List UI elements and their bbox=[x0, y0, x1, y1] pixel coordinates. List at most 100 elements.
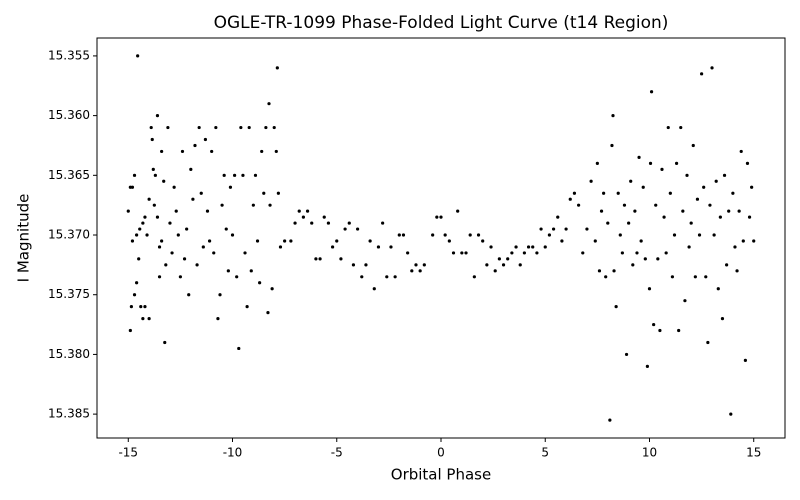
data-point bbox=[274, 149, 278, 154]
data-point bbox=[129, 305, 133, 309]
data-point bbox=[733, 245, 737, 249]
data-point bbox=[568, 197, 572, 201]
data-point bbox=[451, 251, 456, 255]
data-point bbox=[604, 275, 608, 279]
data-point bbox=[147, 197, 151, 201]
data-point bbox=[305, 209, 310, 213]
data-point bbox=[182, 257, 187, 261]
data-point bbox=[278, 245, 283, 249]
data-point bbox=[201, 245, 205, 249]
data-point bbox=[556, 215, 560, 219]
data-point bbox=[547, 233, 552, 237]
data-point bbox=[130, 239, 135, 243]
data-point bbox=[268, 203, 272, 207]
data-point bbox=[674, 161, 679, 165]
data-point bbox=[731, 191, 735, 195]
data-point bbox=[739, 149, 743, 154]
data-point bbox=[606, 221, 610, 225]
data-point bbox=[275, 66, 279, 70]
data-point bbox=[157, 245, 162, 249]
data-point bbox=[745, 161, 750, 165]
data-point bbox=[381, 221, 385, 225]
data-point bbox=[641, 185, 645, 189]
data-point bbox=[293, 221, 297, 225]
data-point bbox=[612, 269, 616, 273]
data-point bbox=[645, 364, 650, 368]
data-point bbox=[743, 358, 747, 362]
data-point bbox=[243, 251, 247, 255]
data-point bbox=[422, 263, 426, 267]
data-point bbox=[485, 263, 489, 267]
data-point bbox=[151, 167, 155, 171]
data-point bbox=[141, 221, 145, 225]
data-point bbox=[443, 233, 447, 237]
data-point bbox=[439, 215, 443, 219]
x-tick-label: 5 bbox=[541, 446, 549, 460]
data-point bbox=[356, 227, 360, 231]
data-point bbox=[489, 245, 493, 249]
data-point bbox=[666, 125, 670, 130]
data-point bbox=[622, 203, 627, 207]
data-point bbox=[664, 251, 668, 255]
data-point bbox=[672, 233, 677, 237]
data-point bbox=[397, 233, 401, 237]
data-point bbox=[716, 287, 720, 291]
data-point bbox=[656, 257, 660, 261]
data-point bbox=[691, 143, 695, 148]
data-point bbox=[526, 245, 531, 249]
data-point bbox=[189, 167, 193, 171]
data-point bbox=[599, 209, 604, 213]
data-point bbox=[585, 227, 589, 231]
data-point bbox=[216, 316, 220, 321]
data-point bbox=[187, 293, 191, 297]
data-point bbox=[577, 203, 581, 207]
data-point bbox=[629, 179, 633, 183]
x-tick-label: -15 bbox=[118, 446, 138, 460]
data-point bbox=[514, 245, 518, 249]
data-point bbox=[535, 251, 539, 255]
data-point bbox=[283, 239, 287, 243]
data-point bbox=[647, 287, 652, 291]
data-point bbox=[228, 185, 233, 189]
data-point bbox=[168, 221, 172, 225]
data-point bbox=[233, 173, 237, 177]
data-point bbox=[401, 233, 406, 237]
data-point bbox=[276, 191, 280, 195]
data-point bbox=[136, 54, 140, 58]
data-point bbox=[670, 275, 675, 279]
data-point bbox=[343, 227, 347, 231]
data-point bbox=[147, 316, 151, 321]
data-point bbox=[335, 239, 339, 243]
data-point bbox=[143, 215, 147, 219]
data-point bbox=[431, 233, 435, 237]
data-point bbox=[253, 173, 258, 177]
data-point bbox=[510, 251, 514, 255]
data-point bbox=[460, 251, 464, 255]
x-tick-label: -5 bbox=[331, 446, 343, 460]
data-point bbox=[639, 239, 643, 243]
data-point bbox=[164, 263, 168, 267]
data-point bbox=[155, 114, 160, 118]
data-point bbox=[506, 257, 510, 261]
data-point bbox=[301, 215, 305, 219]
data-point bbox=[160, 239, 164, 243]
data-point bbox=[679, 125, 683, 130]
data-point bbox=[718, 215, 722, 219]
data-point bbox=[720, 316, 725, 321]
data-point bbox=[245, 305, 249, 309]
data-point bbox=[135, 233, 139, 237]
data-point bbox=[360, 275, 364, 279]
data-point bbox=[385, 275, 389, 279]
data-point bbox=[264, 125, 268, 130]
data-point bbox=[266, 311, 270, 315]
data-point bbox=[560, 239, 564, 243]
y-tick-label: 15.375 bbox=[48, 287, 90, 301]
data-point bbox=[150, 137, 154, 142]
data-point bbox=[339, 257, 343, 261]
data-point bbox=[683, 299, 687, 303]
data-point bbox=[616, 191, 620, 195]
data-point bbox=[310, 221, 314, 225]
data-point bbox=[687, 245, 691, 249]
data-point bbox=[262, 191, 266, 195]
data-point bbox=[662, 215, 666, 219]
